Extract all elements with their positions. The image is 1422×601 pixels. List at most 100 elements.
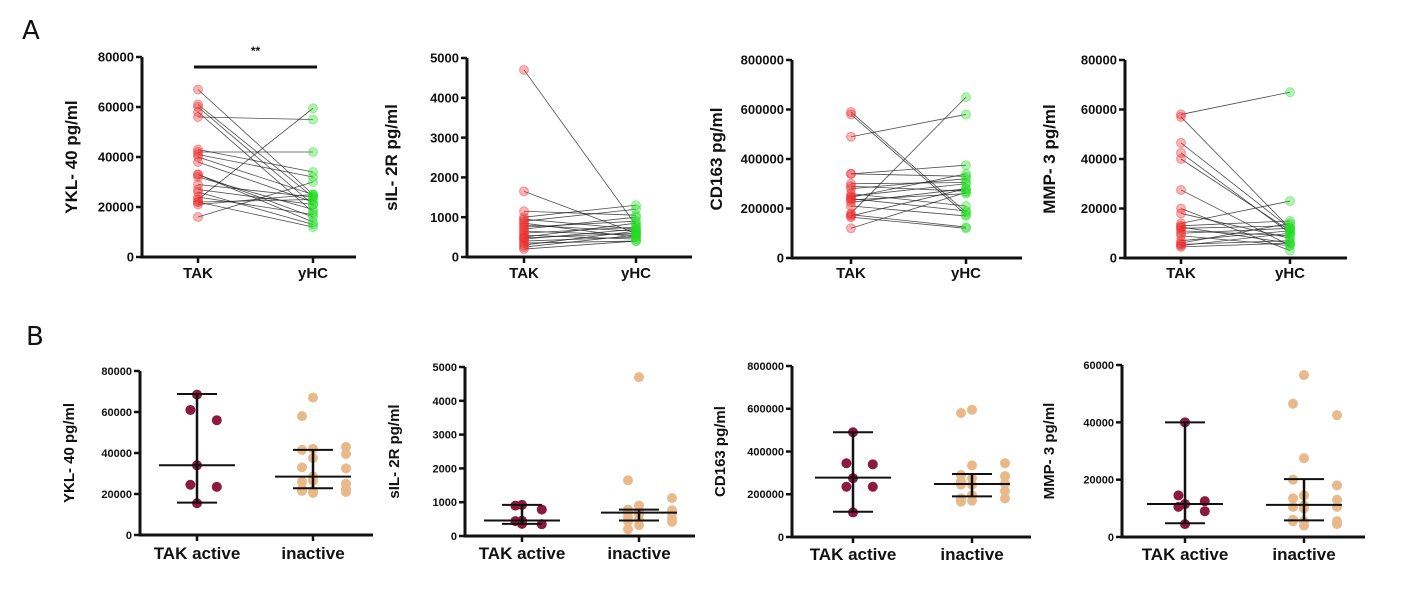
point-tak bbox=[193, 147, 203, 157]
point-yhc bbox=[1285, 240, 1295, 251]
point-inactive bbox=[1332, 494, 1342, 505]
point-inactive bbox=[1332, 501, 1342, 512]
point-yhc bbox=[308, 192, 318, 202]
y-tick-label: 80000 bbox=[101, 366, 132, 378]
point-inactive bbox=[297, 411, 307, 422]
point-yhc bbox=[1285, 230, 1295, 241]
x-category-label: yHC bbox=[1275, 265, 1305, 282]
pair-line bbox=[523, 216, 637, 230]
chart-a4: 0 20000 40000 60000 80000 TAK yHC MMP- 3 pg/ml bbox=[1040, 53, 1347, 282]
y-tick-label: 800000 bbox=[741, 53, 784, 68]
pair-line bbox=[197, 196, 314, 215]
point-tak bbox=[846, 191, 856, 202]
pair-line bbox=[850, 114, 967, 138]
pair-line bbox=[197, 201, 314, 228]
pair-line bbox=[197, 189, 314, 205]
x-category-label: TAK active bbox=[1142, 545, 1229, 564]
point-yhc bbox=[631, 204, 641, 215]
point-inactive bbox=[623, 475, 633, 486]
point-tak bbox=[1176, 109, 1186, 120]
pair-line bbox=[523, 230, 637, 246]
point-tak bbox=[519, 236, 529, 247]
chart-b3: 0 200000 400000 600000 800000 TAK active inact… bbox=[712, 361, 1031, 564]
point-yhc bbox=[961, 210, 971, 221]
y-tick-label: 3000 bbox=[433, 430, 457, 442]
x-category-label: TAK bbox=[1166, 265, 1196, 282]
point-tak bbox=[846, 197, 856, 208]
point-inactive bbox=[297, 462, 307, 473]
point-tak bbox=[1176, 230, 1186, 241]
point-inactive bbox=[341, 441, 351, 452]
point-yhc bbox=[308, 189, 318, 200]
point-tak bbox=[846, 194, 856, 205]
point-inactive bbox=[967, 404, 977, 415]
point-tak bbox=[1176, 222, 1186, 233]
point-yhc bbox=[631, 236, 641, 247]
point-yhc bbox=[961, 178, 971, 189]
point-yhc bbox=[631, 232, 641, 243]
point-tak bbox=[193, 99, 203, 110]
point-inactive bbox=[308, 392, 318, 403]
point-tak bbox=[846, 212, 856, 223]
point-tak bbox=[846, 183, 856, 194]
pair-line bbox=[850, 178, 967, 190]
point-tak bbox=[519, 220, 529, 231]
y-axis-label: CD163 pg/ml bbox=[707, 108, 726, 211]
point-tak bbox=[846, 131, 856, 142]
panel-label-a: A bbox=[22, 16, 40, 46]
point-tak bbox=[519, 64, 529, 75]
point-tak bbox=[519, 212, 529, 223]
point-inactive bbox=[1299, 520, 1309, 531]
point-yhc bbox=[961, 160, 971, 171]
y-tick-label: 600000 bbox=[741, 102, 784, 117]
pair-line bbox=[1180, 227, 1291, 234]
point-tak bbox=[1176, 203, 1186, 214]
point-yhc bbox=[961, 223, 971, 234]
y-tick-label: 4000 bbox=[430, 90, 459, 105]
point-yhc bbox=[308, 219, 318, 230]
point-active bbox=[536, 504, 547, 515]
pair-line bbox=[1180, 91, 1291, 115]
pair-line bbox=[197, 149, 314, 173]
pair-line bbox=[1180, 232, 1291, 247]
point-tak bbox=[1176, 218, 1186, 229]
point-tak bbox=[193, 197, 203, 207]
point-tak bbox=[1176, 147, 1186, 158]
pair-line bbox=[850, 173, 967, 177]
point-yhc bbox=[961, 183, 971, 194]
point-yhc bbox=[631, 234, 641, 245]
point-tak bbox=[193, 144, 203, 155]
pair-line bbox=[1180, 222, 1291, 244]
point-tak bbox=[1176, 223, 1186, 234]
pair-line bbox=[850, 193, 967, 201]
point-tak bbox=[519, 238, 529, 249]
point-yhc bbox=[961, 222, 971, 233]
chart-a1: 0 20000 40000 60000 80000 TAK yHC YKL- 40 pg/ml… bbox=[62, 44, 356, 282]
point-yhc bbox=[308, 209, 318, 220]
pair-line bbox=[523, 222, 637, 238]
point-yhc bbox=[961, 201, 971, 212]
point-tak bbox=[846, 168, 856, 179]
point-active bbox=[841, 481, 852, 492]
point-yhc bbox=[631, 216, 641, 227]
point-tak bbox=[1176, 208, 1186, 219]
pair-line bbox=[1180, 230, 1291, 242]
y-tick-label: 20000 bbox=[101, 489, 132, 501]
point-tak bbox=[193, 192, 203, 202]
point-tak bbox=[193, 179, 203, 190]
pair-line bbox=[197, 191, 314, 225]
pair-line bbox=[1180, 225, 1291, 229]
point-yhc bbox=[631, 228, 641, 239]
point-inactive bbox=[667, 516, 677, 527]
point-yhc bbox=[1285, 225, 1295, 236]
point-tak bbox=[1176, 235, 1186, 246]
point-inactive bbox=[341, 463, 351, 474]
point-yhc bbox=[1285, 238, 1295, 249]
point-tak bbox=[846, 210, 856, 221]
pair-line bbox=[523, 234, 637, 240]
point-inactive bbox=[623, 524, 633, 535]
pair-line bbox=[197, 154, 314, 178]
y-tick-label: 40000 bbox=[1081, 152, 1117, 167]
y-tick-label: 20000 bbox=[98, 200, 134, 215]
y-tick-label: 200000 bbox=[747, 489, 784, 501]
